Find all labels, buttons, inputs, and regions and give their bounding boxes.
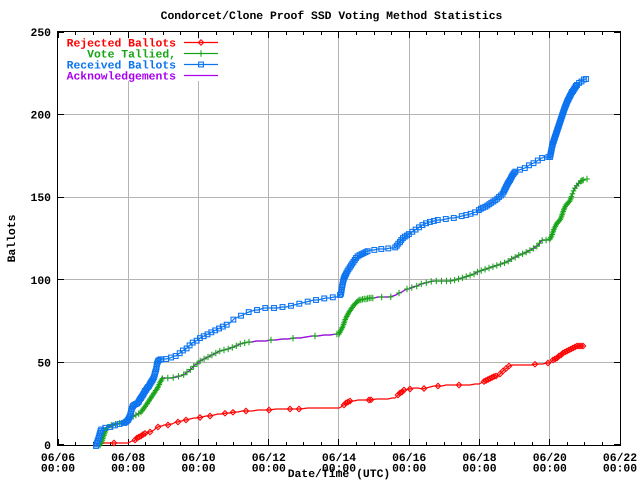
svg-text:00:00: 00:00 [603,464,637,476]
svg-text:Received Ballots: Received Ballots [67,60,177,73]
svg-text:06/06: 06/06 [41,452,75,465]
svg-text:150: 150 [30,193,51,205]
svg-text:00:00: 00:00 [533,464,567,476]
svg-text:06/12: 06/12 [252,452,286,465]
svg-text:50: 50 [37,358,51,370]
svg-text:Condorcet/Clone Proof SSD Voti: Condorcet/Clone Proof SSD Voting Method … [161,10,503,23]
svg-text:06/18: 06/18 [462,452,496,465]
svg-text:00:00: 00:00 [41,464,75,476]
svg-text:0: 0 [44,441,51,453]
svg-text:Acknowledgements: Acknowledgements [67,71,177,84]
svg-text:200: 200 [30,111,51,123]
svg-text:100: 100 [30,276,51,288]
svg-text:06/20: 06/20 [533,452,567,465]
svg-text:00:00: 00:00 [462,464,496,476]
svg-text:Vote Tallied,: Vote Tallied, [87,49,176,62]
svg-text:00:00: 00:00 [181,464,215,476]
svg-text:06/16: 06/16 [392,452,426,465]
svg-text:00:00: 00:00 [322,464,356,476]
svg-text:06/10: 06/10 [181,452,215,465]
svg-text:Date/Time (UTC): Date/Time (UTC) [288,468,391,480]
svg-text:06/22: 06/22 [603,452,637,465]
svg-text:00:00: 00:00 [252,464,286,476]
svg-text:Ballots: Ballots [6,214,19,262]
svg-text:250: 250 [30,28,51,40]
svg-text:06/14: 06/14 [322,452,356,465]
svg-text:00:00: 00:00 [392,464,426,476]
svg-text:Rejected Ballots: Rejected Ballots [67,38,177,51]
svg-text:00:00: 00:00 [111,464,145,476]
svg-text:06/08: 06/08 [111,452,145,465]
